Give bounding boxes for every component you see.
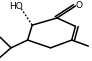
Text: O: O: [76, 1, 83, 10]
Text: HO: HO: [9, 2, 23, 11]
